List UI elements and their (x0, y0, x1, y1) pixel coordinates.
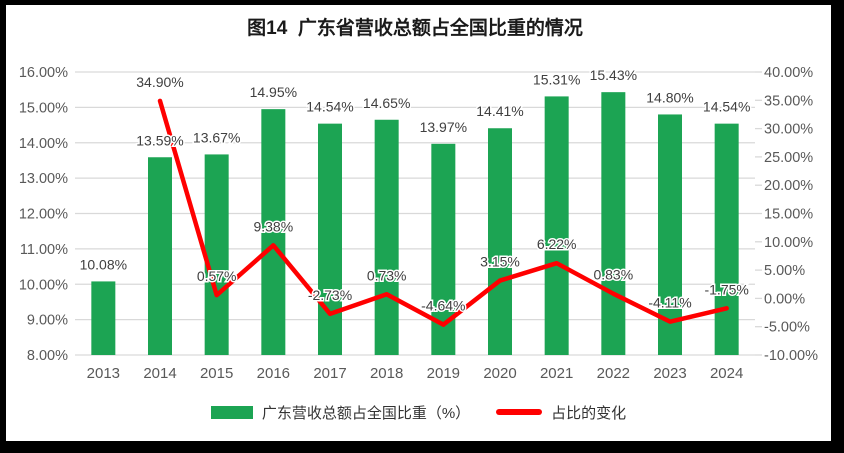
chart-title: 图14 广东省营收总额占全国比重的情况 (247, 16, 583, 39)
x-axis-labels: 2013 2014 2015 2016 2017 2018 2019 2020 2021 2022… (87, 365, 744, 382)
legend-item-bar: 广东营收总额占全国比重（%） (210, 402, 471, 423)
legend-item-line: 占比的变化 (496, 402, 626, 423)
combo-chart: 图14 广东省营收总额占全国比重的情况 10.08% 13.59% 13.67% 14… (19, 16, 818, 382)
legend-label-bar: 广东营收总额占全国比重（%） (261, 404, 471, 422)
right-axis-tick-label: 30.00% (764, 122, 813, 138)
left-axis-tick-label: 11.00% (20, 242, 68, 258)
bar-label: 15.43% (590, 67, 637, 83)
right-axis-tick-label: 5.00% (764, 263, 805, 279)
bar-label: 14.54% (703, 99, 750, 115)
x-axis-label: 2021 (540, 365, 573, 382)
bar (148, 157, 172, 355)
bar (601, 92, 626, 355)
line-label: 6.22% (537, 236, 577, 252)
left-axis-tick-label: 9.00% (27, 313, 68, 329)
x-axis-label: 2016 (257, 365, 290, 382)
data-labels: 10.08% 13.59% 13.67% 14.95% 14.54% 14.65% 13.9… (78, 66, 752, 315)
right-axis-tick-label: 35.00% (764, 93, 813, 109)
x-axis-label: 2014 (143, 365, 176, 382)
left-axis-tick-label: 15.00% (19, 100, 68, 116)
bar-label: 15.31% (533, 71, 580, 87)
bar-label: 14.80% (646, 89, 693, 105)
bar-label: 13.67% (193, 129, 240, 145)
bar (204, 154, 229, 355)
left-axis-tick-label: 10.00% (19, 277, 68, 293)
left-axis-tick-label: 14.00% (19, 136, 68, 152)
right-axis-tick-label: 0.00% (764, 291, 805, 307)
right-axis-tick-label: 25.00% (764, 150, 813, 166)
line-series (157, 98, 729, 327)
left-axis-labels: 8.00% 9.00% 10.00% 11.00% 12.00% 13.00% 14.00%… (19, 65, 68, 364)
x-axis-label: 2019 (427, 365, 460, 382)
left-axis-tick-label: 12.00% (19, 207, 68, 223)
x-axis-label: 2015 (200, 365, 233, 382)
line-series-swatch-icon (496, 409, 543, 415)
bar-label: 14.41% (476, 103, 523, 119)
line-path (157, 98, 729, 327)
line-label: 0.73% (367, 267, 407, 283)
line-label: -2.73% (308, 287, 352, 303)
line-label: -4.64% (421, 298, 465, 314)
x-axis-label: 2020 (483, 365, 516, 382)
x-axis-label: 2018 (370, 365, 403, 382)
bar-label: 13.59% (136, 132, 183, 148)
line-label: 34.90% (136, 74, 183, 90)
line-label: 0.83% (593, 267, 633, 283)
line-label: 9.38% (253, 218, 293, 234)
x-axis-label: 2024 (710, 365, 743, 382)
right-axis-tick-label: -10.00% (764, 348, 818, 364)
bar (658, 114, 682, 355)
x-axis-label: 2017 (313, 365, 346, 382)
bar (91, 281, 116, 355)
bar (374, 119, 399, 355)
x-axis-label: 2013 (87, 365, 120, 382)
line-label: 0.57% (197, 268, 237, 284)
gridlines (75, 71, 762, 356)
bar-label: 14.65% (363, 95, 410, 111)
bar-label: 13.97% (420, 119, 467, 135)
right-axis-tick-label: 40.00% (764, 65, 813, 81)
chart-canvas: 图14 广东省营收总额占全国比重的情况 10.08% 13.59% 13.67% 14… (6, 5, 831, 441)
bar (544, 96, 569, 355)
bar (261, 109, 286, 355)
bar-label: 10.08% (80, 256, 127, 272)
bar-label: 14.54% (306, 99, 353, 115)
legend: 广东营收总额占全国比重（%） 占比的变化 (6, 400, 831, 424)
left-axis-tick-label: 13.00% (19, 171, 68, 187)
right-axis-tick-label: 10.00% (764, 235, 813, 251)
line-label: -1.75% (704, 281, 748, 297)
bar-series-swatch-icon (210, 405, 253, 419)
right-axis-tick-label: 15.00% (764, 207, 813, 223)
left-axis-tick-label: 16.00% (19, 65, 68, 81)
left-axis-tick-label: 8.00% (27, 348, 68, 364)
right-axis-tick-label: 20.00% (764, 178, 813, 194)
bar (488, 128, 512, 355)
line-label: 3.15% (480, 254, 520, 270)
line-label: -4.11% (648, 295, 691, 311)
bar (714, 123, 739, 356)
bar-series (91, 92, 739, 356)
x-axis-label: 2022 (597, 365, 630, 382)
legend-label-line: 占比的变化 (551, 404, 627, 422)
right-axis-tick-label: -5.00% (764, 320, 810, 336)
bar (318, 123, 342, 356)
x-axis-label: 2023 (653, 365, 686, 382)
bar-label: 14.95% (250, 84, 297, 100)
right-axis-labels: -10.00% -5.00% 0.00% 5.00% 10.00% 15.00% 20.00… (764, 65, 818, 364)
